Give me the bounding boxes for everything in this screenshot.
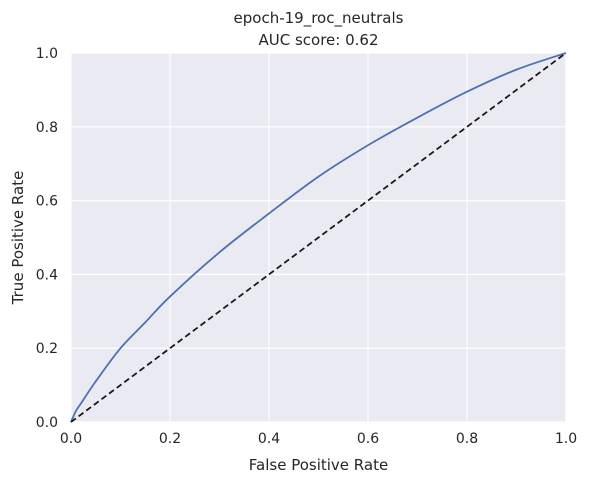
x-axis-label: False Positive Rate [249, 456, 388, 474]
chart-title: epoch-19_roc_neutrals [234, 9, 404, 28]
x-tick-labels: 0.0 0.2 0.4 0.6 0.8 1.0 [60, 431, 577, 447]
y-tick-label: 0.8 [36, 120, 58, 136]
y-tick-label: 0.6 [36, 194, 58, 210]
grid-lines [70, 52, 567, 423]
x-tick-label: 0.4 [258, 431, 280, 447]
chart-subtitle: AUC score: 0.62 [258, 31, 378, 49]
x-tick-label: 0.6 [357, 431, 379, 447]
y-tick-labels: 0.0 0.2 0.4 0.6 0.8 1.0 [36, 46, 58, 431]
y-tick-label: 1.0 [36, 46, 58, 62]
x-tick-label: 1.0 [555, 431, 577, 447]
x-tick-label: 0.8 [456, 431, 478, 447]
y-tick-label: 0.2 [36, 341, 58, 357]
roc-curve-line [70, 52, 567, 423]
y-tick-label: 0.4 [36, 267, 58, 283]
chance-diagonal-line [70, 52, 567, 423]
x-tick-label: 0.0 [60, 431, 82, 447]
x-tick-label: 0.2 [159, 431, 181, 447]
y-axis-label: True Positive Rate [9, 171, 27, 306]
series-group [70, 52, 567, 423]
y-tick-label: 0.0 [36, 415, 58, 431]
